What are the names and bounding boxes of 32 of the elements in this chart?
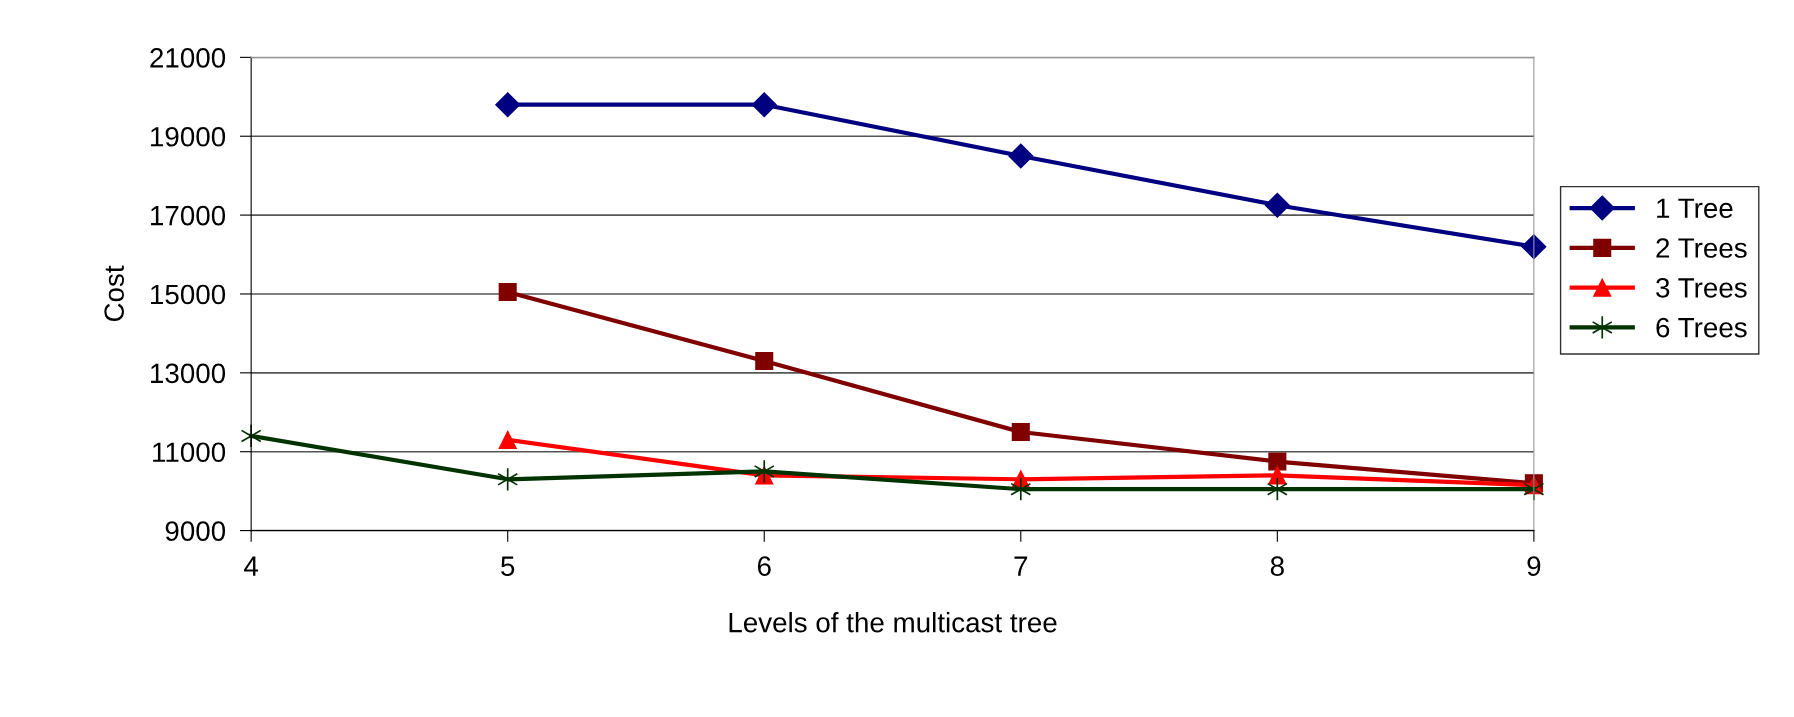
- point: [753, 459, 775, 484]
- point: [1011, 422, 1030, 442]
- point: [755, 351, 774, 371]
- point: [498, 282, 517, 302]
- point: [1264, 192, 1290, 218]
- point: [751, 92, 777, 118]
- x-tick-label: 4: [244, 556, 259, 576]
- y-axis-title: Cost: [104, 265, 124, 322]
- point: [1268, 452, 1287, 471]
- y-tick-label: 19000: [151, 126, 226, 147]
- point: [495, 92, 521, 118]
- legend-label: 2 Trees: [1656, 238, 1747, 258]
- y-tick-label: 17000: [151, 205, 226, 226]
- y-tick-label: 13000: [151, 363, 226, 384]
- x-tick-label: 7: [1014, 556, 1028, 576]
- legend-label: 6 Trees: [1656, 317, 1747, 338]
- point: [497, 467, 519, 492]
- y-tick-label: 9000: [165, 521, 226, 541]
- point: [1010, 477, 1032, 502]
- point: [1266, 477, 1288, 502]
- y-tick-label: 15000: [151, 284, 226, 305]
- legend-label: 1 Tree: [1657, 198, 1733, 219]
- y-tick-label: 21000: [150, 48, 226, 68]
- y-tick-label: 11000: [153, 442, 226, 463]
- point: [498, 430, 517, 449]
- point: [1008, 143, 1034, 169]
- x-axis-title: Levels of the multicast tree: [729, 612, 1057, 633]
- x-tick-label: 6: [757, 556, 771, 576]
- legend-label: 3 Trees: [1656, 277, 1747, 298]
- x-tick-label: 8: [1270, 556, 1284, 576]
- x-tick-label: 5: [501, 556, 515, 576]
- x-tick-label: 9: [1527, 556, 1541, 576]
